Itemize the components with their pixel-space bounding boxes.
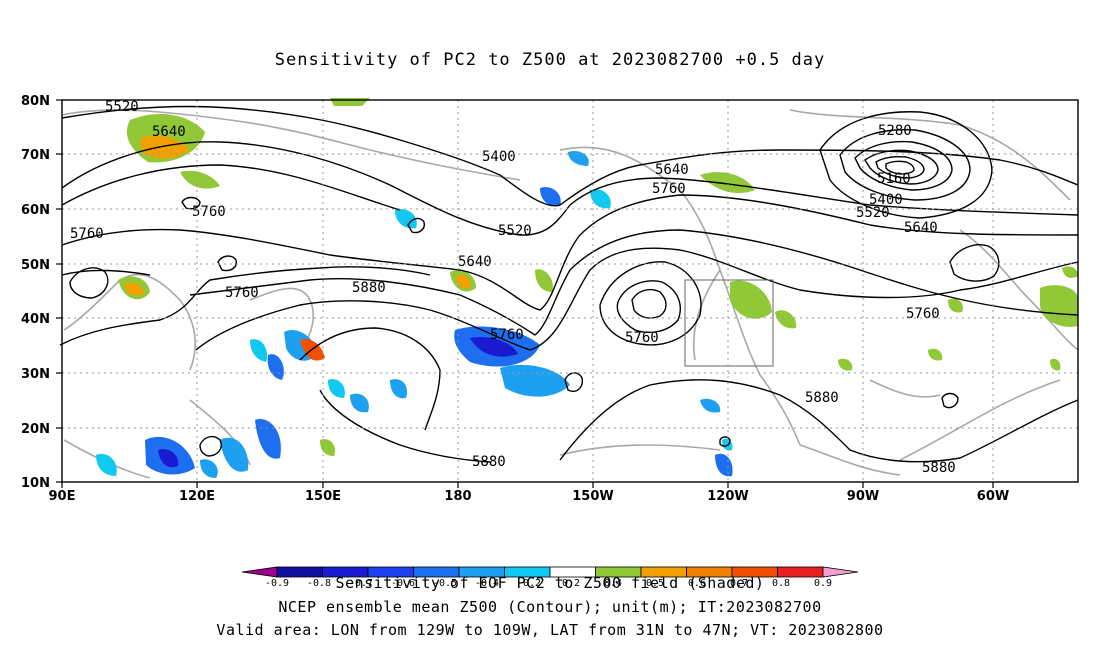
contour-label: 5880 bbox=[922, 460, 956, 476]
contour-label: 5880 bbox=[472, 454, 506, 470]
lon-label: 180 bbox=[444, 489, 471, 504]
contour-label: 5880 bbox=[805, 390, 839, 406]
lat-label: 30N bbox=[21, 367, 50, 382]
valid-area-box bbox=[684, 279, 774, 367]
lon-label: 120E bbox=[179, 489, 215, 504]
caption-line-2: NCEP ensemble mean Z500 (Contour); unit(… bbox=[278, 598, 822, 616]
sensitivity-shading bbox=[96, 98, 1078, 478]
lat-label: 70N bbox=[21, 148, 50, 163]
gridlines bbox=[62, 100, 1078, 482]
lat-label: 80N bbox=[21, 94, 50, 109]
contour-label: 5520 bbox=[498, 223, 532, 239]
contour-label: 5760 bbox=[625, 330, 659, 346]
lat-labels: 80N 70N 60N 50N 40N 30N 20N 10N bbox=[21, 94, 50, 491]
contour-label: 5160 bbox=[877, 171, 911, 187]
contour-label: 5640 bbox=[655, 162, 689, 178]
contour-label: 5520 bbox=[105, 99, 139, 115]
colorbar-swatch bbox=[822, 566, 859, 578]
tick-marks bbox=[56, 99, 994, 488]
z500-contours bbox=[59, 105, 1079, 463]
contour-label: 5280 bbox=[878, 123, 912, 139]
contour-label: 5640 bbox=[152, 124, 186, 140]
map-frame bbox=[61, 99, 1079, 483]
lon-label: 90E bbox=[49, 489, 76, 504]
colorbar-label: -0.6 bbox=[391, 578, 415, 589]
caption-line-3: Valid area: LON from 129W to 109W, LAT f… bbox=[216, 621, 884, 639]
colorbar-label: 0.6 bbox=[688, 578, 706, 589]
colorbar-label: -0.8 bbox=[307, 578, 331, 589]
contour-label: 5760 bbox=[906, 306, 940, 322]
colorbar-label: 0.9 bbox=[814, 578, 832, 589]
contour-label: 5400 bbox=[869, 192, 903, 208]
contour-label: 5760 bbox=[70, 226, 104, 242]
caption-line-1: Sensitivity of EOF PC2 to Z500 field (Sh… bbox=[335, 574, 765, 592]
contour-label: 5760 bbox=[225, 285, 259, 301]
colorbar-label: 0.4 bbox=[604, 578, 622, 589]
contour-label: 5520 bbox=[856, 205, 890, 221]
colorbar-label: -0.5 bbox=[433, 578, 457, 589]
lon-labels: 90E 120E 150E 180 150W 120W 90W 60W bbox=[49, 489, 1010, 504]
colorbar: -0.9 -0.8 -0.7 -0.6 -0.5 -0.4 -0.2 0.2 0.4 0.5 0.6… bbox=[241, 566, 859, 589]
lon-label: 60W bbox=[977, 489, 1009, 504]
lon-label: 90W bbox=[847, 489, 879, 504]
colorbar-label: 0.5 bbox=[646, 578, 664, 589]
lon-label: 150W bbox=[572, 489, 613, 504]
contour-label: 5760 bbox=[652, 181, 686, 197]
contour-label: 5400 bbox=[482, 149, 516, 165]
contour-label: 5640 bbox=[904, 220, 938, 236]
colorbar-label: 0.8 bbox=[772, 578, 790, 589]
colorbar-label: -0.2 bbox=[517, 578, 541, 589]
lat-label: 50N bbox=[21, 258, 50, 273]
contour-labels: 5520 5640 5760 5760 5400 5520 5640 5760 … bbox=[70, 99, 956, 476]
contour-label: 5640 bbox=[458, 254, 492, 270]
map-title: Sensitivity of PC2 to Z500 at 2023082700… bbox=[274, 50, 826, 70]
colorbar-label: -0.4 bbox=[475, 578, 499, 589]
colorbar-label: 0.2 bbox=[562, 578, 580, 589]
lat-label: 60N bbox=[21, 203, 50, 218]
lat-label: 40N bbox=[21, 312, 50, 327]
colorbar-label: -0.7 bbox=[349, 578, 373, 589]
lat-label: 10N bbox=[21, 476, 50, 491]
contour-label: 5880 bbox=[352, 280, 386, 296]
lon-label: 150E bbox=[305, 489, 341, 504]
lat-label: 20N bbox=[21, 422, 50, 437]
colorbar-label: -0.9 bbox=[265, 578, 289, 589]
contour-label: 5760 bbox=[490, 327, 524, 343]
lon-label: 120W bbox=[707, 489, 748, 504]
colorbar-label: 0.7 bbox=[730, 578, 748, 589]
contour-label: 5760 bbox=[192, 204, 226, 220]
